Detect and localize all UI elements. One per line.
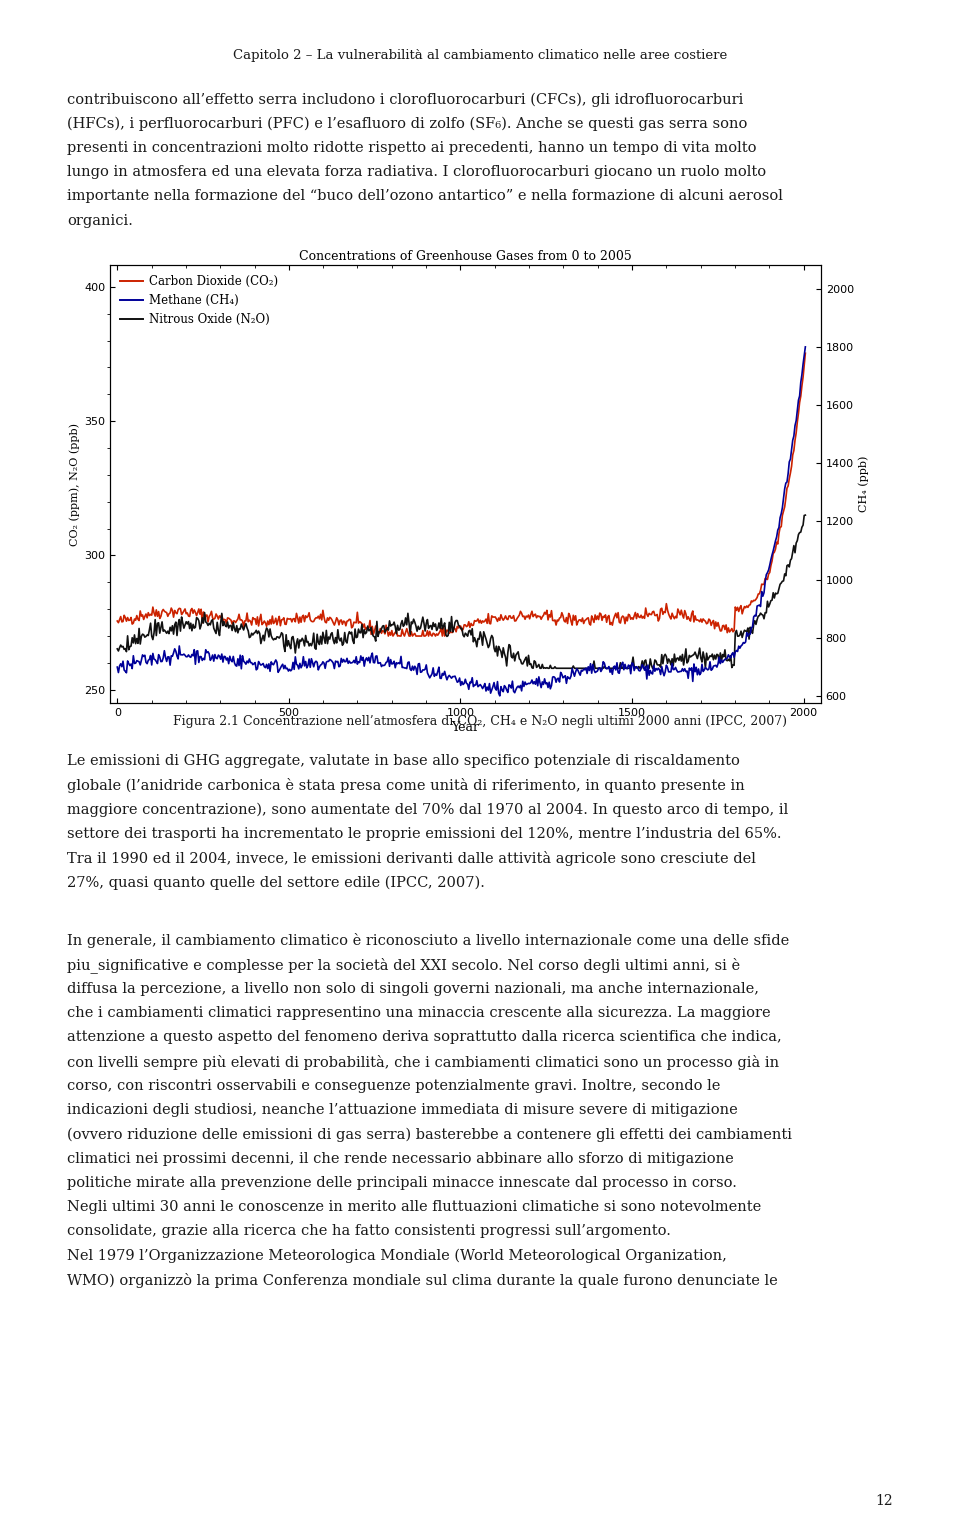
Text: settore dei trasporti ha incrementato le proprie emissioni del 120%, mentre l’in: settore dei trasporti ha incrementato le… <box>67 826 781 840</box>
Text: contribuiscono all’effetto serra includono i clorofluorocarburi (CFCs), gli idro: contribuiscono all’effetto serra includo… <box>67 92 744 106</box>
Legend: Carbon Dioxide (CO₂), Methane (CH₄), Nitrous Oxide (N₂O): Carbon Dioxide (CO₂), Methane (CH₄), Nit… <box>116 272 282 329</box>
Text: importante nella formazione del “buco dell’ozono antartico” e nella formazione d: importante nella formazione del “buco de… <box>67 189 783 203</box>
Text: organici.: organici. <box>67 214 133 227</box>
Text: con livelli sempre più elevati di probabilità, che i cambiamenti climatici sono : con livelli sempre più elevati di probab… <box>67 1055 780 1069</box>
X-axis label: Year: Year <box>451 720 480 734</box>
Text: Negli ultimi 30 anni le conoscenze in merito alle fluttuazioni climatiche si son: Negli ultimi 30 anni le conoscenze in me… <box>67 1200 761 1215</box>
Text: consolidate, grazie alla ricerca che ha fatto consistenti progressi sull’argomen: consolidate, grazie alla ricerca che ha … <box>67 1224 671 1238</box>
Text: (ovvero riduzione delle emissioni di gas serra) basterebbe a contenere gli effet: (ovvero riduzione delle emissioni di gas… <box>67 1127 792 1141</box>
Text: piu_significative e complesse per la società del XXI secolo. Nel corso degli ult: piu_significative e complesse per la soc… <box>67 957 740 974</box>
Text: lungo in atmosfera ed una elevata forza radiativa. I clorofluorocarburi giocano : lungo in atmosfera ed una elevata forza … <box>67 164 766 180</box>
Text: Nel 1979 l’Organizzazione Meteorologica Mondiale (World Meteorological Organizat: Nel 1979 l’Organizzazione Meteorologica … <box>67 1249 727 1263</box>
Text: presenti in concentrazioni molto ridotte rispetto ai precedenti, hanno un tempo : presenti in concentrazioni molto ridotte… <box>67 141 756 155</box>
Text: corso, con riscontri osservabili e conseguenze potenzialmente gravi. Inoltre, se: corso, con riscontri osservabili e conse… <box>67 1078 721 1094</box>
Text: maggiore concentrazione), sono aumentate del 70% dal 1970 al 2004. In questo arc: maggiore concentrazione), sono aumentate… <box>67 802 788 817</box>
Title: Concentrations of Greenhouse Gases from 0 to 2005: Concentrations of Greenhouse Gases from … <box>300 250 632 263</box>
Text: Figura 2.1 Concentrazione nell’atmosfera di CO₂, CH₄ e N₂O negli ultimi 2000 ann: Figura 2.1 Concentrazione nell’atmosfera… <box>173 716 787 728</box>
Text: 12: 12 <box>876 1495 893 1508</box>
Text: 27%, quasi quanto quelle del settore edile (IPCC, 2007).: 27%, quasi quanto quelle del settore edi… <box>67 876 485 889</box>
Text: (HFCs), i perfluorocarburi (PFC) e l’esafluoro di zolfo (SF₆). Anche se questi g: (HFCs), i perfluorocarburi (PFC) e l’esa… <box>67 117 748 131</box>
Text: globale (l’anidride carbonica è stata presa come unità di riferimento, in quanto: globale (l’anidride carbonica è stata pr… <box>67 779 745 793</box>
Y-axis label: CH₄ (ppb): CH₄ (ppb) <box>858 456 869 513</box>
Text: Capitolo 2 – La vulnerabilità al cambiamento climatico nelle aree costiere: Capitolo 2 – La vulnerabilità al cambiam… <box>233 49 727 61</box>
Text: WMO) organizzò la prima Conferenza mondiale sul clima durante la quale furono de: WMO) organizzò la prima Conferenza mondi… <box>67 1273 778 1289</box>
Text: climatici nei prossimi decenni, il che rende necessario abbinare allo sforzo di : climatici nei prossimi decenni, il che r… <box>67 1152 734 1166</box>
Text: attenzione a questo aspetto del fenomeno deriva soprattutto dalla ricerca scient: attenzione a questo aspetto del fenomeno… <box>67 1031 782 1044</box>
Text: politiche mirate alla prevenzione delle principali minacce innescate dal process: politiche mirate alla prevenzione delle … <box>67 1177 737 1190</box>
Text: che i cambiamenti climatici rappresentino una minaccia crescente alla sicurezza.: che i cambiamenti climatici rappresentin… <box>67 1006 771 1020</box>
Y-axis label: CO₂ (ppm), N₂O (ppb): CO₂ (ppm), N₂O (ppb) <box>70 422 81 545</box>
Text: Le emissioni di GHG aggregate, valutate in base allo specifico potenziale di ris: Le emissioni di GHG aggregate, valutate … <box>67 754 740 768</box>
Text: Tra il 1990 ed il 2004, invece, le emissioni derivanti dalle attività agricole s: Tra il 1990 ed il 2004, invece, le emiss… <box>67 851 756 866</box>
Text: diffusa la percezione, a livello non solo di singoli governi nazionali, ma anche: diffusa la percezione, a livello non sol… <box>67 982 759 995</box>
Text: indicazioni degli studiosi, neanche l’attuazione immediata di misure severe di m: indicazioni degli studiosi, neanche l’at… <box>67 1103 738 1117</box>
Text: In generale, il cambiamento climatico è riconosciuto a livello internazionale co: In generale, il cambiamento climatico è … <box>67 934 789 948</box>
